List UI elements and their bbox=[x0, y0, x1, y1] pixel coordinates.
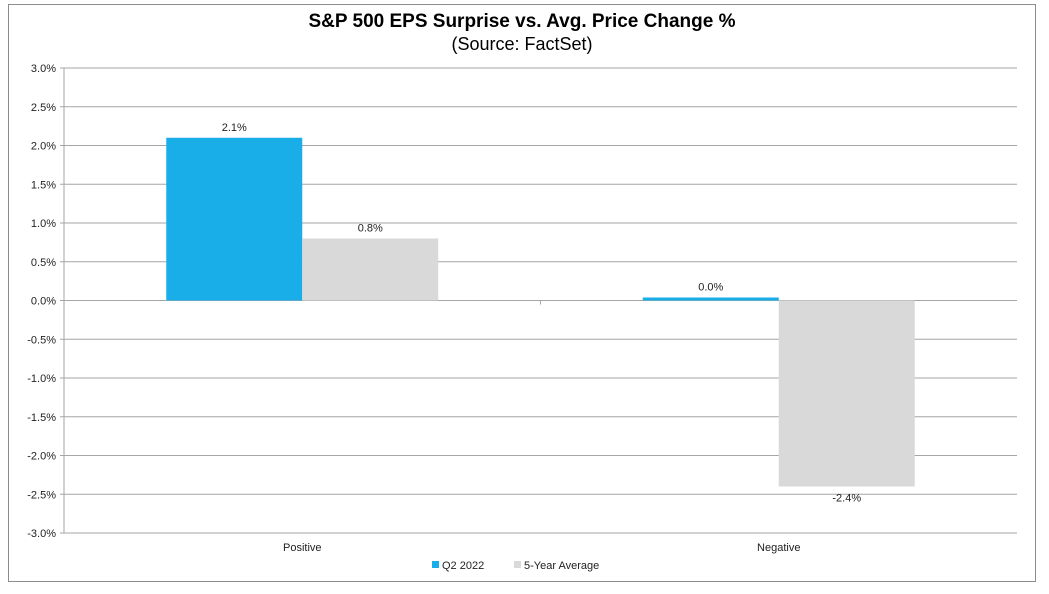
bar-chart: S&P 500 EPS Surprise vs. Avg. Price Chan… bbox=[27, 11, 1017, 572]
chart-frame: S&P 500 EPS Surprise vs. Avg. Price Chan… bbox=[8, 4, 1036, 582]
y-tick-label: -3.0% bbox=[27, 528, 56, 540]
data-label: 0.8% bbox=[358, 223, 383, 235]
y-tick-label: 2.0% bbox=[31, 141, 56, 153]
x-axis-category-labels: Positive Negative bbox=[283, 542, 800, 554]
y-tick-label: 0.0% bbox=[31, 296, 56, 308]
legend: Q2 2022 5-Year Average bbox=[432, 560, 599, 572]
category-label-negative: Negative bbox=[757, 542, 800, 554]
y-tick-label: 0.5% bbox=[31, 257, 56, 269]
bar-q2-2022-positive bbox=[166, 137, 303, 301]
y-tick-label: -1.0% bbox=[27, 373, 56, 385]
y-axis-tick-labels: 3.0% 2.5% 2.0% 1.5% 1.0% 0.5% 0.0% -0.5% -1.0% -1… bbox=[27, 63, 56, 540]
y-tick-label: -0.5% bbox=[27, 334, 56, 346]
bar-5-year-average-positive bbox=[302, 238, 439, 301]
bar-5-year-average-negative bbox=[778, 300, 915, 487]
data-label: 2.1% bbox=[222, 122, 247, 134]
data-labels: 2.1% 0.8% 0.0% -2.4% bbox=[222, 122, 862, 505]
y-tick-label: 1.0% bbox=[31, 218, 56, 230]
bars bbox=[166, 137, 915, 487]
category-label-positive: Positive bbox=[283, 542, 322, 554]
y-tick-label: 1.5% bbox=[31, 179, 56, 191]
data-label: -2.4% bbox=[832, 493, 861, 505]
y-tick-label: -2.5% bbox=[27, 489, 56, 501]
legend-label: 5-Year Average bbox=[524, 560, 599, 572]
legend-label: Q2 2022 bbox=[442, 560, 484, 572]
y-tick-label: 3.0% bbox=[31, 63, 56, 75]
legend-swatch bbox=[432, 561, 439, 568]
legend-swatch bbox=[514, 561, 521, 568]
y-tick-label: 2.5% bbox=[31, 102, 56, 114]
bar-q2-2022-negative bbox=[642, 297, 779, 301]
chart-title: S&P 500 EPS Surprise vs. Avg. Price Chan… bbox=[309, 11, 736, 32]
y-tick-label: -2.0% bbox=[27, 451, 56, 463]
data-label: 0.0% bbox=[698, 282, 723, 294]
chart-subtitle: (Source: FactSet) bbox=[451, 34, 592, 54]
y-tick-label: -1.5% bbox=[27, 412, 56, 424]
